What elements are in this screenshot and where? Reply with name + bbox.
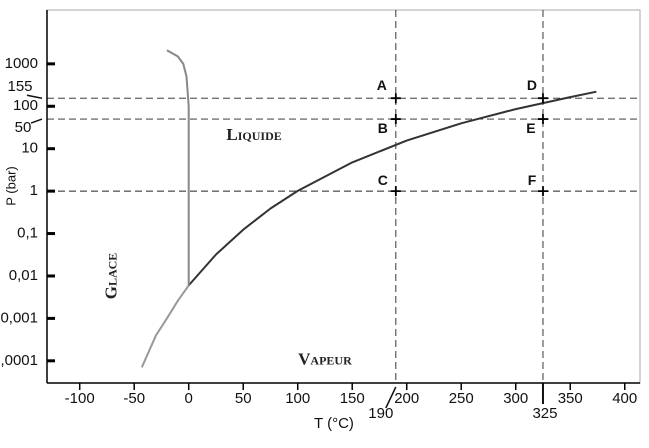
curve [166, 49, 190, 286]
plot-frame [46, 9, 641, 384]
x-tick-label: 250 [449, 390, 474, 407]
curve [140, 284, 190, 368]
x-tick-label: 400 [612, 390, 637, 407]
y-tick-label: 10 [21, 140, 38, 157]
point-label: E [526, 120, 535, 136]
y-tick-label: 100 [13, 97, 38, 114]
point-marker [537, 93, 548, 104]
y-marked-label: 155 [7, 78, 32, 95]
marker-slash [30, 118, 43, 124]
y-tick-label: 0,0001 [0, 352, 38, 369]
point-label: C [378, 172, 388, 188]
x-tick-label: 100 [285, 390, 310, 407]
y-axis-label: P (bar) [3, 166, 18, 206]
x-tick-label: 150 [340, 390, 365, 407]
y-marked-label: 50 [15, 119, 32, 136]
point-marker [537, 114, 548, 125]
x-tick-label: 50 [235, 390, 252, 407]
y-tick-label: 0,01 [9, 267, 38, 284]
region-label: Vapeur [298, 350, 352, 369]
x-tick-label: 300 [503, 390, 528, 407]
x-tick-label: 0 [185, 390, 193, 407]
x-axis-label: T (°C) [314, 415, 354, 432]
x-marked-label: 325 [532, 405, 557, 422]
y-tick-label: 0,1 [17, 225, 38, 242]
x-tick-label: -50 [123, 390, 145, 407]
curve [187, 90, 597, 287]
region-label: Liquide [226, 125, 281, 144]
marker-slash [26, 94, 43, 99]
x-tick-label: -100 [65, 390, 95, 407]
marker-slash [385, 386, 397, 409]
point-marker [390, 93, 401, 104]
y-tick-label: 1 [30, 182, 38, 199]
point-marker [390, 186, 401, 197]
point-marker [390, 114, 401, 125]
x-tick-label: 200 [394, 390, 419, 407]
point-label: A [377, 77, 387, 93]
x-marked-label: 190 [368, 405, 393, 422]
point-label: F [528, 172, 537, 188]
region-label: Glace [101, 253, 120, 300]
point-label: B [378, 120, 388, 136]
x-tick-label: 350 [558, 390, 583, 407]
y-tick-label: 0,001 [0, 309, 38, 326]
point-marker [537, 186, 548, 197]
point-label: D [527, 77, 537, 93]
y-tick-label: 1000 [5, 55, 38, 72]
